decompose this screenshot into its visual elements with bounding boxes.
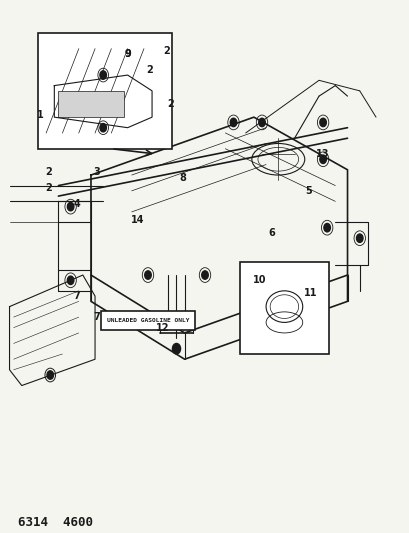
- Circle shape: [323, 223, 330, 232]
- Bar: [38, 33, 172, 149]
- Text: 6: 6: [268, 228, 275, 238]
- Text: 10: 10: [253, 276, 266, 285]
- Text: 14: 14: [131, 215, 144, 225]
- Text: 3: 3: [94, 167, 100, 177]
- Circle shape: [100, 124, 106, 132]
- Text: 7: 7: [73, 291, 80, 301]
- Text: 7: 7: [94, 312, 100, 322]
- Circle shape: [355, 234, 362, 243]
- Circle shape: [144, 271, 151, 279]
- Circle shape: [230, 118, 236, 127]
- Circle shape: [67, 203, 74, 211]
- Text: 1: 1: [37, 110, 43, 119]
- Bar: [58, 91, 123, 117]
- Text: UNLEADED GASOLINE ONLY: UNLEADED GASOLINE ONLY: [106, 318, 189, 324]
- Text: 13: 13: [316, 149, 329, 159]
- Text: 4: 4: [73, 199, 80, 209]
- Text: 2: 2: [146, 65, 153, 75]
- Text: 9: 9: [124, 49, 131, 59]
- Text: 11: 11: [303, 288, 317, 298]
- Circle shape: [67, 276, 74, 285]
- Text: 6314  4600: 6314 4600: [18, 516, 92, 529]
- Circle shape: [172, 343, 180, 354]
- Circle shape: [319, 155, 326, 164]
- Circle shape: [201, 271, 208, 279]
- Circle shape: [319, 118, 326, 127]
- Text: 8: 8: [179, 173, 186, 183]
- Text: 2: 2: [162, 46, 169, 56]
- Text: 12: 12: [155, 322, 169, 333]
- Bar: [239, 262, 328, 354]
- Text: 2: 2: [45, 167, 52, 177]
- FancyBboxPatch shape: [101, 311, 194, 330]
- Text: 2: 2: [45, 183, 52, 193]
- Circle shape: [47, 371, 54, 379]
- Text: 2: 2: [166, 99, 173, 109]
- Text: 5: 5: [305, 186, 312, 196]
- Text: 9: 9: [124, 49, 131, 59]
- Circle shape: [258, 118, 265, 127]
- Circle shape: [100, 71, 106, 79]
